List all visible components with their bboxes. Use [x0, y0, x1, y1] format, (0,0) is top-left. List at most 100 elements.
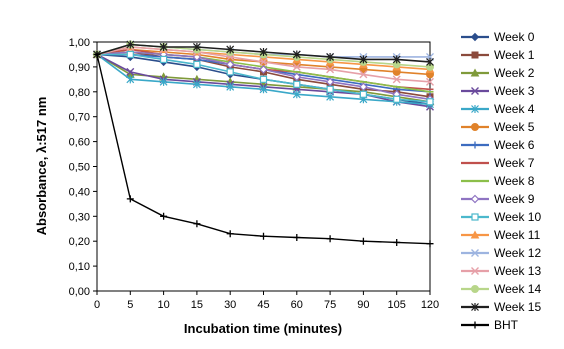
y-tick-label: 0,90	[69, 62, 90, 74]
data-point	[226, 230, 234, 238]
data-point	[192, 80, 201, 89]
legend-item-week-2: Week 2	[461, 66, 535, 80]
x-tick-label: 30	[224, 299, 236, 311]
data-point	[292, 62, 301, 71]
data-point	[326, 52, 335, 61]
legend-label: Week 2	[494, 66, 535, 80]
x-tick-label: 45	[257, 299, 269, 311]
legend-label: Week 13	[494, 264, 541, 278]
legend-item-week-7: Week 7	[461, 156, 535, 170]
legend-label: Week 12	[494, 246, 541, 260]
legend-marker	[471, 321, 479, 329]
data-point	[292, 90, 301, 99]
legend-marker	[471, 87, 479, 95]
legend-item-week-9: Week 9	[461, 192, 535, 206]
data-point	[326, 92, 335, 101]
legend-item-week-14: Week 14	[461, 282, 541, 296]
data-point	[260, 232, 267, 240]
data-point	[226, 45, 235, 54]
y-tick-label: 0,60	[69, 137, 90, 149]
x-tick-label: 120	[421, 299, 439, 311]
x-tick-label: 60	[291, 299, 303, 311]
data-point	[292, 50, 301, 59]
data-point	[126, 50, 134, 59]
data-point	[293, 233, 301, 241]
data-point	[359, 70, 368, 79]
legend-label: Week 1	[494, 48, 535, 62]
legend-item-week-4: Week 4	[461, 102, 535, 116]
data-point	[426, 98, 434, 106]
data-point	[326, 85, 334, 93]
legend-label: Week 8	[494, 174, 535, 188]
y-axis-title: Absorbance, λ:517 nm	[34, 97, 49, 236]
data-point	[126, 75, 135, 84]
legend-marker	[471, 267, 479, 275]
data-point	[126, 40, 135, 49]
series-week-10	[93, 50, 434, 106]
legend-marker	[471, 123, 479, 131]
legend-item-week-3: Week 3	[461, 84, 535, 98]
x-tick-label: 105	[388, 299, 406, 311]
data-point	[393, 238, 401, 246]
series-week-15	[93, 40, 434, 66]
data-point	[192, 42, 201, 51]
y-tick-label: 0,00	[69, 286, 90, 298]
legend-item-week-1: Week 1	[461, 48, 535, 62]
y-tick-label: 0,20	[69, 236, 90, 248]
y-tick-label: 0,80	[69, 87, 90, 99]
x-tick-label: 75	[324, 299, 336, 311]
legend-marker	[471, 51, 479, 59]
data-point	[326, 65, 335, 74]
y-tick-label: 0,10	[69, 261, 90, 273]
data-point	[326, 235, 334, 243]
legend-item-week-10: Week 10	[461, 210, 541, 224]
data-point	[359, 90, 367, 98]
legend-label: Week 3	[494, 84, 535, 98]
legend-label: Week 0	[494, 30, 535, 44]
data-point	[160, 55, 168, 64]
legend-item-week-11: Week 11	[461, 228, 541, 242]
x-tick-label: 0	[94, 299, 100, 311]
x-tick-label: 15	[191, 299, 203, 311]
data-point	[259, 65, 268, 74]
data-point	[193, 220, 201, 228]
data-point	[259, 85, 268, 94]
legend-marker	[470, 230, 480, 239]
x-tick-label: 90	[357, 299, 369, 311]
data-point	[226, 82, 235, 91]
series-bht	[93, 50, 434, 248]
legend-marker	[471, 213, 479, 221]
legend-item-week-5: Week 5	[461, 120, 535, 134]
data-point	[226, 68, 234, 76]
data-point	[392, 55, 401, 64]
legend-marker	[471, 303, 479, 311]
data-point	[225, 60, 235, 69]
data-point	[292, 72, 302, 82]
x-tick-label: 5	[127, 299, 133, 311]
legend-item-week-15: Week 15	[461, 300, 541, 314]
data-point	[193, 60, 201, 69]
data-point	[259, 75, 268, 83]
legend-item-bht: BHT	[461, 318, 519, 332]
x-tick-label: 10	[157, 299, 169, 311]
legend-marker	[470, 32, 480, 42]
data-point	[159, 77, 168, 86]
legend-item-week-6: Week 6	[461, 138, 535, 152]
x-axis-title: Incubation time (minutes)	[184, 321, 342, 336]
data-point	[259, 47, 268, 56]
legend-item-week-0: Week 0	[461, 30, 535, 44]
data-point	[392, 75, 401, 84]
data-point	[259, 57, 268, 66]
legend-item-week-8: Week 8	[461, 174, 535, 188]
legend-label: BHT	[494, 318, 519, 332]
data-point	[359, 237, 367, 245]
y-tick-label: 0,70	[69, 112, 90, 124]
data-point	[426, 77, 434, 86]
legend-label: Week 14	[494, 282, 541, 296]
y-tick-label: 0,50	[69, 162, 90, 174]
y-tick-label: 0,40	[69, 186, 90, 198]
legend-marker	[471, 285, 479, 293]
legend-item-week-12: Week 12	[461, 246, 541, 260]
